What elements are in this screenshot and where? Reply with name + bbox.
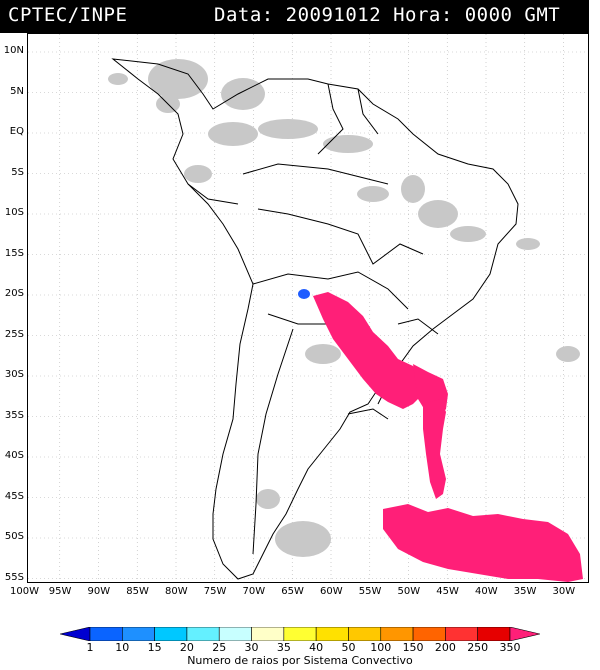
source-label: CPTEC/INPE [8,4,128,26]
colorbar-segment [218,627,252,641]
lon-tick-label: 35W [513,586,537,597]
colorbar-tick-label: 150 [402,641,424,654]
lat-tick-label: 50S [4,531,24,542]
lon-tick-label: 70W [242,586,266,597]
datetime-label: Data: 20091012 Hora: 0000 GMT [214,4,561,26]
lat-tick-label: 45S [4,490,24,502]
lat-tick-label: 40S [4,450,24,461]
colorbar-tick-label: 25 [212,641,227,654]
colorbar-segment [445,627,478,641]
colorbar-tick-label: 10 [115,641,130,654]
lat-tick-label: 10N [3,45,24,56]
cloud-cover [108,59,580,557]
colorbar-segment [477,627,511,641]
colorbar-segment [186,627,220,641]
colorbar-tick-label: 250 [467,641,489,654]
coastlines-and-borders [111,58,519,580]
lat-tick-label: 20S [4,288,24,299]
lon-tick-label: 30W [552,586,576,597]
colorbar-title: Numero de raios por Sistema Convectivo [187,654,413,667]
lon-tick-label: 50W [397,586,421,597]
lon-tick-label: 45W [436,586,459,597]
colorbar-segment [315,627,349,641]
colorbar-arrow-left [60,627,91,641]
lon-tick-label: 95W [48,586,72,597]
lon-tick-label: 90W [87,586,111,597]
colorbar-segment [154,627,188,641]
lat-tick-label: 55S [4,571,24,583]
lat-tick-label: 35S [4,409,24,421]
lon-tick-label: 80W [165,586,188,597]
lon-tick-label: 40W [475,586,498,597]
colorbar-tick-label: 20 [179,641,194,654]
colorbar-tick-label: 15 [147,641,162,654]
map-header: CPTEC/INPE Data: 20091012 Hora: 0000 GMT [0,0,589,33]
colorbar-segment [251,627,285,641]
lon-tick-label: 60W [320,586,343,597]
lon-tick-label: 85W [126,586,149,597]
lat-tick-label: EQ [9,126,24,137]
map-panel [27,33,589,583]
lon-tick-label: 75W [203,586,227,597]
colorbar-segment [380,627,414,641]
colorbar-tick-label: 100 [370,641,392,654]
convective-systems-min [298,289,310,299]
colorbar-tick-label: 30 [244,641,259,654]
colorbar-tick-label: 350 [499,641,521,654]
colorbar-tick-label: 35 [276,641,291,654]
lat-tick-label: 5S [11,166,24,178]
map-canvas [28,34,588,582]
colorbar [60,627,540,641]
colorbar-segment [89,627,123,641]
colorbar-tick-label: 200 [434,641,456,654]
lon-tick-label: 100W [10,586,39,597]
lon-tick-label: 65W [281,586,304,597]
colorbar-segment [348,627,382,641]
colorbar-tick-label: 1 [86,641,94,654]
colorbar-segment [412,627,446,641]
colorbar-tick-label: 50 [341,641,356,654]
lat-tick-label: 15S [4,247,24,259]
graticule [28,34,588,582]
convective-systems-max [313,292,583,582]
lat-tick-label: 30S [4,369,24,380]
colorbar-segment [122,627,155,641]
lat-tick-label: 5N [10,85,24,97]
lat-tick-label: 10S [4,207,24,218]
colorbar-tick-label: 40 [309,641,324,654]
lat-tick-label: 25S [4,328,24,340]
colorbar-arrow-right [509,627,540,641]
lon-tick-label: 55W [358,586,382,597]
colorbar-segment [283,627,317,641]
